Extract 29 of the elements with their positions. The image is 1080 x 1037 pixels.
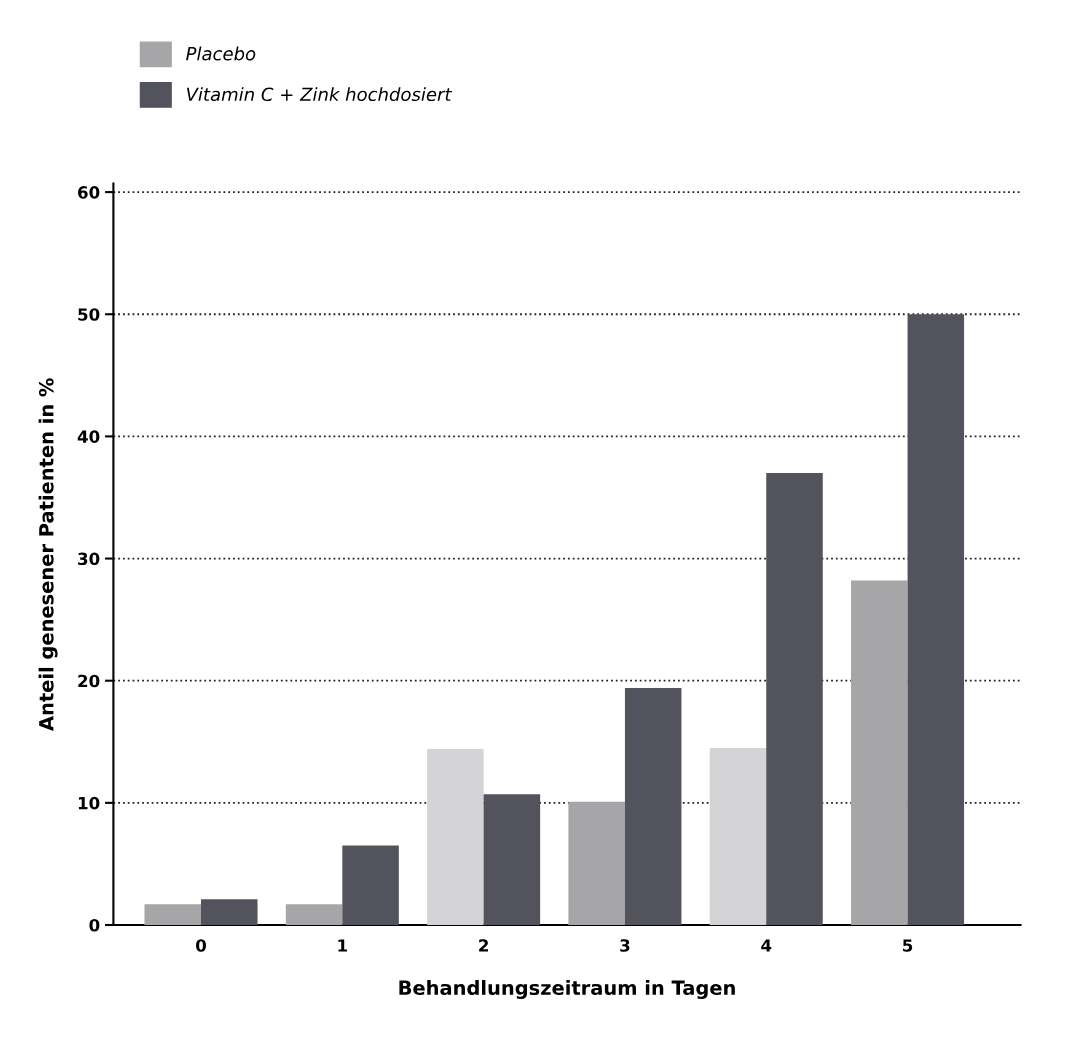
y-tick-label: 40 bbox=[77, 430, 100, 443]
x-tick-label: 0 bbox=[196, 939, 207, 952]
bar bbox=[342, 845, 399, 925]
bar bbox=[851, 580, 908, 925]
x-tick-label: 3 bbox=[620, 939, 630, 952]
x-tick-label: 5 bbox=[903, 939, 913, 952]
x-axis-title: Behandlungszeitraum in Tagen bbox=[399, 980, 735, 999]
y-tick-label: 20 bbox=[78, 674, 100, 688]
x-tick-label: 1 bbox=[338, 939, 347, 952]
legend-label: Vitamin C + Zink hochdosiert bbox=[187, 87, 453, 102]
y-tick-label: 60 bbox=[78, 186, 100, 199]
bar bbox=[709, 747, 767, 925]
y-axis-title: Anteil genesener Patienten in % bbox=[38, 378, 58, 731]
x-tick-label: 4 bbox=[761, 939, 772, 952]
bar bbox=[144, 904, 202, 925]
x-tick-label: 2 bbox=[479, 939, 488, 952]
y-tick-label: 10 bbox=[78, 796, 100, 810]
y-tick-label: 30 bbox=[78, 552, 100, 566]
legend-label: Placebo bbox=[186, 46, 256, 61]
bar bbox=[285, 904, 343, 925]
bar bbox=[568, 801, 625, 925]
bar bbox=[907, 314, 965, 925]
bar bbox=[766, 473, 823, 925]
bar bbox=[427, 749, 484, 925]
y-tick-label: 0 bbox=[89, 918, 100, 932]
bar bbox=[201, 899, 258, 925]
bar bbox=[483, 794, 541, 925]
bar bbox=[624, 688, 682, 925]
y-tick-label: 50 bbox=[78, 308, 100, 321]
